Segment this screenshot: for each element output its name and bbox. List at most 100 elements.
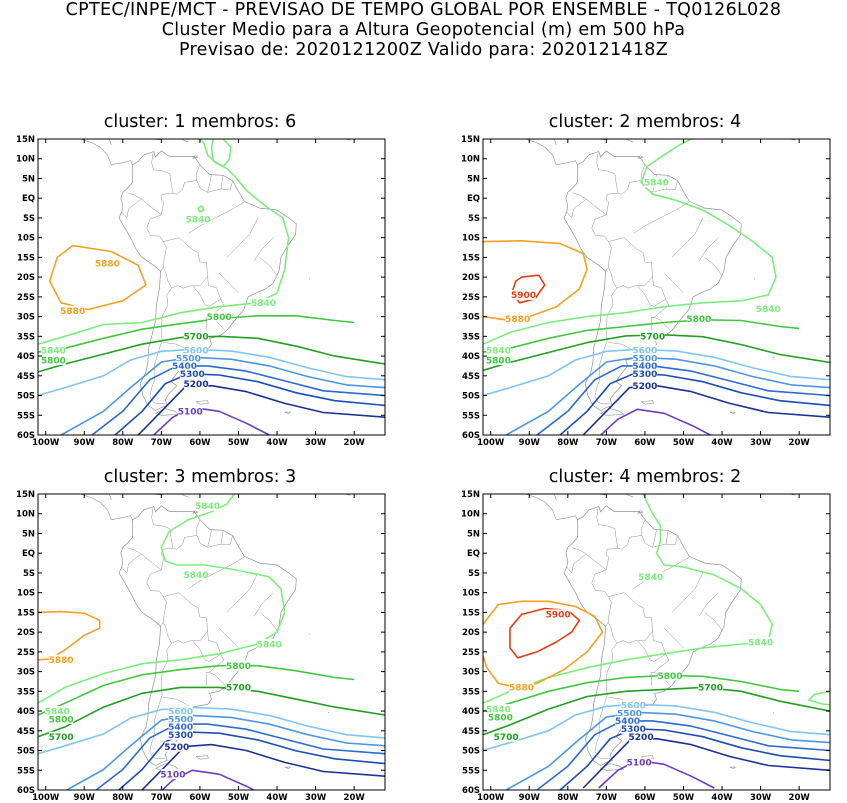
- contour-label: 5800: [41, 356, 66, 366]
- contour-line-5300: [559, 728, 830, 790]
- contour-label-background: [626, 757, 652, 768]
- lat-tick-label: 10S: [17, 589, 35, 599]
- header-line-1: CPTEC/INPE/MCT - PREVISAO DE TEMPO GLOBA…: [65, 0, 782, 20]
- contour-label-background: [226, 660, 251, 671]
- contour-label: 5840: [184, 571, 209, 581]
- lat-tick-label: 55S: [17, 411, 35, 421]
- coastline-segment: [787, 139, 796, 141]
- lon-tick-label: 100W: [32, 793, 60, 802]
- contour-label: 5840: [45, 707, 70, 717]
- panel-title: cluster: 1 membros: 6: [103, 112, 297, 132]
- lat-tick-label: 35S: [17, 687, 35, 697]
- lon-tick-label: 30W: [305, 438, 327, 447]
- country-border: [259, 612, 278, 631]
- lon-tick-label: 30W: [750, 793, 772, 802]
- contour-label: 5840: [251, 299, 276, 309]
- contour-label-background: [226, 682, 251, 693]
- lat-tick-label: 30S: [462, 313, 480, 323]
- country-border: [226, 217, 259, 258]
- contour-label: 5800: [226, 662, 251, 672]
- country-border: [253, 592, 274, 617]
- contour-label-background: [748, 637, 773, 647]
- contour-line-5880: [483, 600, 604, 689]
- contour-label: 5800: [486, 356, 511, 366]
- lat-tick-label: 5N: [22, 174, 35, 184]
- lon-tick-label: 50W: [673, 438, 695, 447]
- contour-line-5880: [48, 244, 147, 311]
- lat-tick-label: 45S: [17, 372, 35, 382]
- contour-label: 5700: [640, 333, 665, 343]
- contour-line-5840: [808, 690, 830, 706]
- contour-label: 5880: [505, 315, 530, 325]
- lat-tick-label: 20S: [17, 628, 35, 638]
- coastline-segment: [637, 510, 644, 514]
- contour-label: 5400: [168, 723, 193, 733]
- contour-label: 5600: [621, 701, 646, 711]
- lon-tick-label: 90W: [74, 438, 96, 447]
- coastline-segment: [544, 146, 557, 165]
- contour-line-5400: [536, 720, 830, 790]
- country-border: [594, 643, 618, 759]
- contour-line-5200: [582, 737, 830, 789]
- contour-label-background: [207, 311, 232, 322]
- contour-line-5400: [94, 723, 385, 790]
- lon-tick-label: 100W: [32, 438, 60, 447]
- contour-label: 5840: [41, 346, 66, 356]
- coastline-segment: [99, 146, 112, 165]
- contour-label-background: [628, 731, 654, 742]
- country-border: [664, 273, 684, 294]
- lat-tick-label: 30S: [17, 313, 35, 323]
- contour-line-5300: [559, 373, 830, 435]
- contour-line-5500: [505, 356, 830, 435]
- country-border: [664, 628, 684, 649]
- lat-tick-label: 20S: [17, 273, 35, 283]
- contour-line-5700: [38, 686, 385, 738]
- contour-line-5100: [599, 408, 713, 435]
- country-border: [149, 288, 173, 404]
- country-border: [127, 153, 174, 216]
- lon-tick-label: 80W: [112, 793, 134, 802]
- contour-label: 5600: [632, 346, 657, 356]
- contour-label-background: [621, 723, 646, 734]
- contour-label: 5900: [546, 611, 571, 621]
- coastline-segment: [637, 155, 644, 159]
- contour-label: 5200: [629, 733, 654, 743]
- lon-tick-label: 20W: [789, 793, 811, 802]
- coastline-segment: [772, 357, 775, 359]
- lat-tick-label: 25S: [462, 648, 480, 658]
- contour-label-background: [185, 214, 211, 225]
- coastline-segment: [284, 766, 291, 770]
- contour-label-background: [615, 715, 640, 726]
- country-border: [146, 214, 167, 272]
- country-border: [665, 530, 669, 545]
- coastline-segment: [772, 712, 775, 714]
- lat-tick-label: 50S: [462, 747, 480, 757]
- contour-line-5840: [210, 139, 232, 168]
- country-border: [637, 631, 667, 662]
- country-border: [704, 257, 723, 276]
- lat-tick-label: 30S: [462, 668, 480, 678]
- lat-tick-label: 55S: [462, 411, 480, 421]
- contour-label-background: [632, 360, 658, 371]
- contour-label-background: [638, 571, 663, 582]
- coastline-segment: [342, 494, 351, 496]
- contour-label: 5840: [748, 638, 773, 648]
- contour-label: 5100: [160, 771, 185, 781]
- map-frame: [482, 138, 831, 436]
- coastline-segment: [525, 139, 545, 148]
- coastline-segment: [192, 155, 199, 159]
- contour-label: 5600: [168, 707, 193, 717]
- contour-line-5400: [536, 365, 830, 435]
- contour-label-background: [60, 305, 85, 316]
- contour-label-background: [195, 500, 220, 511]
- contour-label: 5840: [486, 346, 511, 356]
- country-border: [650, 672, 655, 686]
- contour-label-background: [183, 378, 209, 389]
- contour-label-background: [632, 380, 658, 391]
- contour-line-5100: [153, 406, 270, 435]
- contour-label: 5840: [644, 179, 669, 189]
- country-border: [566, 553, 587, 574]
- coastline-segment: [154, 408, 179, 416]
- lat-tick-label: 45S: [462, 727, 480, 737]
- lat-tick-label: 60S: [462, 786, 480, 796]
